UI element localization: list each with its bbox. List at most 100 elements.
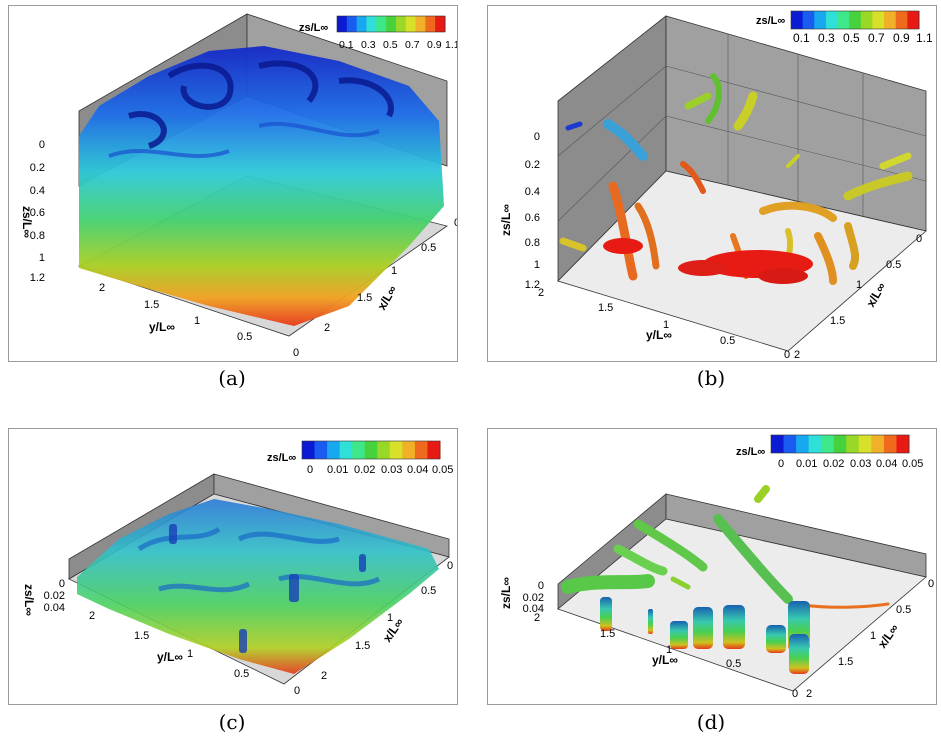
colorbar-swatch	[314, 441, 328, 459]
colorbar-swatch	[352, 441, 366, 459]
colorbar-tick: 0.05	[432, 464, 453, 476]
x-tick: 0.5	[421, 242, 436, 254]
y-tick: 1	[666, 644, 672, 656]
colorbar-swatch	[389, 441, 403, 459]
y-axis-label: y/L∞	[646, 328, 672, 342]
vortex-structures	[77, 499, 439, 674]
colorbar-title: zs/L∞	[736, 446, 765, 458]
colorbar-tick: 0.1	[793, 31, 810, 45]
colorbar-swatch	[346, 16, 358, 32]
colorbar-tick: 0	[307, 464, 313, 476]
colorbar-swatch	[814, 11, 827, 29]
x-axis-label: x/L∞	[863, 280, 888, 309]
y-tick: 0	[293, 347, 299, 359]
x-tick: 0.5	[886, 259, 901, 271]
z-tick: 0	[538, 580, 544, 592]
z-tick: 0.8	[525, 237, 540, 249]
x-tick: 0	[928, 578, 934, 590]
y-tick: 1.5	[600, 628, 615, 640]
x-tick: 1.5	[830, 315, 845, 327]
z-tick: 0.04	[44, 602, 65, 614]
colorbar-tick: 0.02	[823, 458, 844, 470]
panel-a: 0 0.2 0.4 0.6 0.8 1 1.2 zs/L∞ 2 1.5 1 0.…	[8, 5, 458, 362]
colorbar-tick: 0	[778, 458, 784, 470]
colorbar-swatch	[796, 435, 810, 453]
z-tick: 0.02	[523, 592, 544, 604]
colorbar-title: zs/L∞	[267, 452, 296, 464]
colorbar-frame	[770, 434, 910, 454]
x-tick: 1.5	[355, 640, 370, 652]
colorbar-swatch	[895, 11, 908, 29]
colorbar-swatch	[783, 435, 797, 453]
colorbar-swatch	[366, 16, 377, 32]
x-tick: 1.5	[838, 656, 853, 668]
colorbar-tick: 0.7	[405, 39, 420, 51]
colorbar-swatch	[791, 11, 804, 29]
colorbar-swatch	[415, 16, 426, 32]
colorbar-tick: 0.9	[893, 31, 910, 45]
colorbar-tick: 0.3	[818, 31, 835, 45]
caption-a: (a)	[218, 366, 246, 390]
colorbar-tick: 0.9	[427, 39, 442, 51]
colorbar-frame	[790, 10, 920, 30]
z-tick: 0	[534, 131, 540, 143]
colorbar-swatch	[858, 435, 872, 453]
y-tick: 0.5	[234, 668, 249, 680]
colorbar-tick: 0.01	[327, 464, 348, 476]
z-tick: 1	[534, 259, 540, 271]
z-tick: 0	[39, 139, 45, 151]
z-tick: 0	[59, 578, 65, 590]
y-tick: 1	[194, 315, 200, 327]
colorbar-tick: 0.03	[850, 458, 871, 470]
y-axis-label: y/L∞	[157, 650, 183, 664]
x-tick: 1	[856, 279, 862, 291]
colorbar-swatch	[833, 435, 847, 453]
y-tick: 1	[663, 319, 669, 331]
colorbar-swatch	[356, 16, 367, 32]
colorbar-swatch	[771, 435, 785, 453]
colorbar-frame	[301, 440, 441, 460]
colorbar-swatch	[395, 16, 407, 32]
colorbar-swatch	[425, 16, 436, 32]
z-tick: 1.2	[30, 272, 45, 284]
colorbar-tick: 0.04	[407, 464, 428, 476]
x-tick: 0	[447, 560, 453, 572]
colorbar-tick: 0.3	[361, 39, 376, 51]
z-axis-label: zs/L∞	[499, 204, 513, 236]
z-tick: 0.6	[30, 207, 45, 219]
colorbar-tick: 0.05	[902, 458, 923, 470]
colorbar-swatch	[846, 435, 860, 453]
x-tick: 1	[391, 265, 397, 277]
vortex-structures	[79, 46, 444, 326]
colorbar-swatch	[435, 16, 446, 32]
colorbar	[301, 440, 441, 460]
x-tick: 2	[806, 688, 812, 700]
colorbar	[790, 10, 920, 30]
colorbar-tick: 0.1	[339, 39, 354, 51]
colorbar-tick: 0.02	[354, 464, 375, 476]
colorbar-tick: 1.1	[445, 39, 457, 51]
y-tick: 2	[99, 282, 105, 294]
colorbar-swatch	[339, 441, 353, 459]
x-tick: 0	[916, 233, 922, 245]
x-axis-label: x/L∞	[380, 615, 406, 644]
caption-b: (b)	[696, 366, 726, 390]
y-tick: 1.5	[134, 630, 149, 642]
z-tick: 0.8	[30, 230, 45, 242]
x-tick: 0	[454, 217, 457, 229]
colorbar-title: zs/L∞	[756, 15, 785, 27]
z-axis-label: zs/L∞	[22, 584, 36, 616]
x-tick: 2	[794, 349, 800, 361]
colorbar-swatch	[884, 11, 897, 29]
z-tick: 1	[39, 252, 45, 264]
colorbar-swatch	[802, 11, 815, 29]
y-tick: 0.5	[720, 335, 735, 347]
y-tick: 1	[187, 648, 193, 660]
panel-b: 0 0.2 0.4 0.6 0.8 1 1.2 zs/L∞ 2 1.5 1 0.…	[487, 5, 937, 362]
z-axis-label: zs/L∞	[20, 206, 34, 238]
x-axis-label: x/L∞	[374, 283, 399, 312]
x-axis-label: x/L∞	[875, 621, 901, 650]
colorbar-swatch	[825, 11, 839, 29]
colorbar-swatch	[364, 441, 378, 459]
colorbar-tick: 1.1	[916, 31, 933, 45]
